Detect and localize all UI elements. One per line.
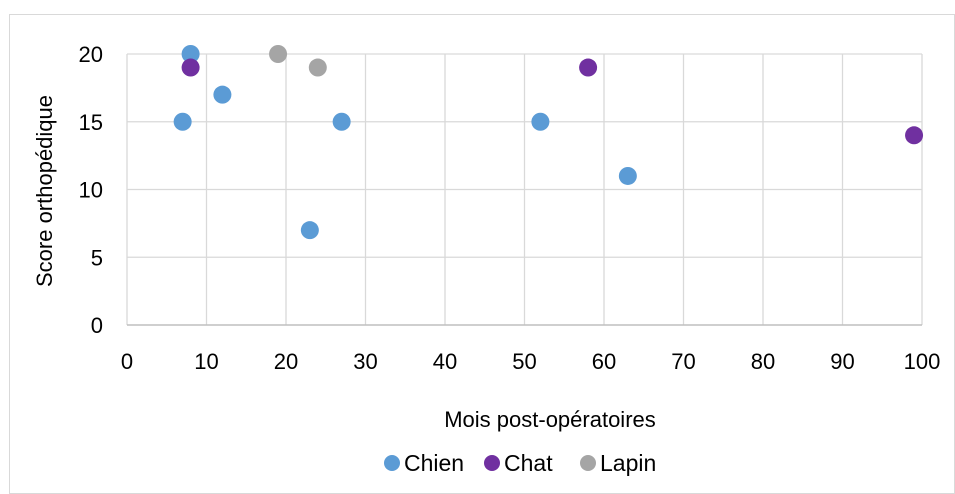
x-tick-label: 0 — [121, 349, 133, 374]
legend-label-chien: Chien — [404, 450, 464, 476]
legend: Chien Chat Lapin — [384, 450, 656, 476]
y-tick-labels: 0 5 10 15 20 — [79, 42, 103, 338]
gridlines — [126, 53, 923, 325]
x-tick-labels: 0 10 20 30 40 50 60 70 80 90 100 — [121, 349, 940, 374]
legend-marker-chat — [484, 455, 500, 471]
point-chien — [300, 221, 319, 240]
y-tick-label: 0 — [91, 313, 103, 338]
data-points — [173, 45, 924, 240]
x-tick-label: 60 — [592, 349, 616, 374]
legend-label-chat: Chat — [504, 450, 553, 476]
x-tick-label: 40 — [433, 349, 457, 374]
x-tick-label: 20 — [274, 349, 298, 374]
x-tick-label: 90 — [830, 349, 854, 374]
point-chien — [332, 112, 351, 131]
point-chat — [905, 126, 924, 145]
x-tick-label: 70 — [671, 349, 695, 374]
legend-marker-chien — [384, 455, 400, 471]
y-tick-label: 15 — [79, 110, 103, 135]
legend-label-lapin: Lapin — [600, 450, 656, 476]
point-chien — [181, 45, 200, 63]
x-tick-label: 80 — [751, 349, 775, 374]
point-chien — [213, 85, 232, 104]
point-lapin — [269, 45, 288, 63]
x-tick-label: 50 — [512, 349, 536, 374]
point-chien — [173, 112, 192, 131]
point-lapin — [308, 58, 327, 77]
legend-marker-lapin — [580, 455, 596, 471]
point-chat — [579, 58, 598, 77]
y-tick-label: 10 — [79, 178, 103, 203]
x-axis-title: Mois post-opératoires — [444, 407, 656, 432]
y-tick-label: 20 — [79, 42, 103, 67]
x-tick-label: 100 — [904, 349, 941, 374]
point-chat — [181, 58, 200, 77]
y-tick-label: 5 — [91, 245, 103, 270]
point-chien — [618, 166, 637, 185]
y-axis-title: Score orthopédique — [32, 95, 57, 287]
x-tick-label: 30 — [353, 349, 377, 374]
point-chien — [531, 112, 550, 131]
x-tick-label: 10 — [194, 349, 218, 374]
